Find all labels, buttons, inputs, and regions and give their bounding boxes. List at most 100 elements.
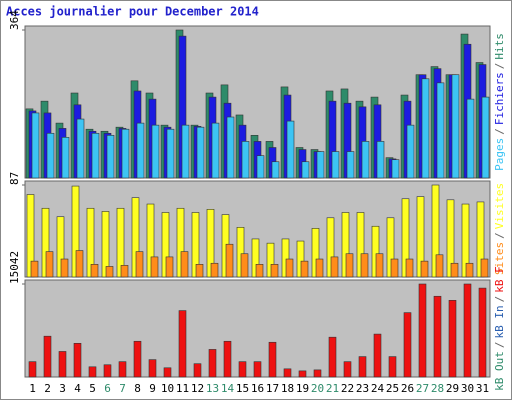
bar	[268, 341, 277, 378]
bar	[418, 283, 427, 378]
x-tick-label: 19	[296, 382, 309, 395]
bar	[238, 361, 247, 378]
x-tick-label: 29	[446, 382, 459, 395]
x-tick-label: 9	[149, 382, 156, 395]
bar	[90, 264, 99, 278]
bar	[271, 161, 280, 179]
x-tick-label: 1	[29, 382, 36, 395]
bar	[251, 238, 260, 278]
bar	[466, 98, 475, 179]
bar	[136, 122, 145, 179]
bar	[73, 343, 82, 378]
bar	[476, 201, 485, 278]
x-tick-label: 7	[119, 382, 126, 395]
bar	[236, 226, 245, 278]
bar	[451, 74, 460, 179]
bar	[41, 207, 50, 278]
bar	[105, 266, 114, 278]
bar	[88, 366, 97, 378]
bar	[301, 161, 310, 179]
bar	[106, 135, 115, 179]
legend-entry: kB In	[493, 305, 506, 338]
bar	[478, 287, 487, 378]
bar	[146, 203, 155, 278]
x-tick-label: 13	[206, 382, 219, 395]
bar	[210, 262, 219, 278]
bar	[178, 310, 187, 378]
legend: Pages / Fichiers / Hits	[493, 33, 506, 171]
x-tick-label: 21	[326, 382, 339, 395]
bar	[91, 132, 100, 179]
bar	[421, 78, 430, 179]
bar	[116, 207, 125, 278]
legend-entry: kB Out	[493, 351, 506, 391]
bar	[390, 258, 399, 278]
bar	[313, 369, 322, 378]
bar	[58, 351, 67, 378]
bar	[193, 363, 202, 378]
x-tick-label: 15	[236, 382, 249, 395]
bar	[181, 124, 190, 179]
bar	[195, 264, 204, 278]
bar	[461, 203, 470, 278]
bar	[286, 120, 295, 179]
bar	[150, 256, 159, 278]
legend-entry: Fichiers	[493, 72, 506, 125]
bar	[330, 256, 339, 278]
bar	[343, 361, 352, 378]
bar	[176, 207, 185, 278]
bar	[371, 225, 380, 278]
bar	[480, 258, 489, 278]
bar	[420, 260, 429, 278]
x-tick-label: 18	[281, 382, 294, 395]
chart-title: Acces journalier pour December 2014	[6, 5, 259, 19]
x-tick-label: 22	[341, 382, 354, 395]
bar	[270, 264, 279, 278]
bar	[161, 212, 170, 278]
bar	[45, 251, 54, 278]
bar	[465, 262, 474, 278]
bar	[86, 207, 95, 278]
x-tick-label: 27	[416, 382, 429, 395]
bar	[435, 254, 444, 278]
bar	[316, 151, 325, 179]
bar	[403, 312, 412, 378]
bar	[311, 228, 320, 278]
x-tick-label: 17	[266, 382, 279, 395]
x-tick-label: 8	[134, 382, 141, 395]
bar	[356, 212, 365, 278]
x-tick-label: 6	[104, 382, 111, 395]
y-tick-label: 15042	[8, 251, 21, 284]
bar	[358, 356, 367, 378]
bar	[151, 124, 160, 179]
bar	[148, 359, 157, 378]
bar	[373, 333, 382, 378]
bar	[341, 212, 350, 278]
legend-entry: Pages	[493, 138, 506, 171]
bar	[31, 112, 40, 179]
bar	[131, 197, 140, 278]
legend-separator: /	[493, 232, 506, 239]
bar	[121, 128, 130, 179]
bar	[166, 128, 175, 179]
bar	[328, 336, 337, 378]
bar	[43, 335, 52, 378]
bar	[388, 356, 397, 378]
bar	[255, 264, 264, 278]
bar	[405, 258, 414, 278]
bar	[30, 260, 39, 278]
x-tick-label: 24	[371, 382, 385, 395]
bar	[71, 185, 80, 278]
legend-entry: Hits	[493, 33, 506, 60]
x-tick-label: 31	[476, 382, 489, 395]
bar	[285, 258, 294, 278]
bar	[463, 283, 472, 378]
bar	[225, 243, 234, 278]
x-tick-label: 2	[44, 382, 51, 395]
bar	[283, 368, 292, 378]
bar	[433, 295, 442, 378]
bar	[241, 141, 250, 179]
bar	[26, 194, 35, 278]
bar	[376, 141, 385, 179]
x-tick-label: 23	[356, 382, 369, 395]
